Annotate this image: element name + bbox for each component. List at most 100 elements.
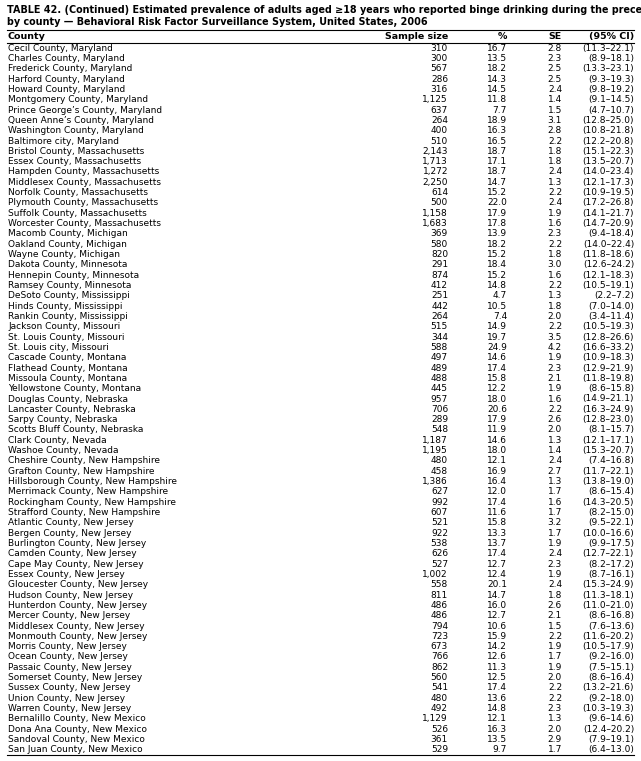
Text: 13.6: 13.6 [487,694,507,702]
Text: 13.9: 13.9 [487,229,507,238]
Text: 18.9: 18.9 [487,116,507,125]
Text: 24.9: 24.9 [487,343,507,352]
Text: 2.6: 2.6 [548,416,562,424]
Text: Frederick County, Maryland: Frederick County, Maryland [8,64,133,73]
Text: (7.9–19.1): (7.9–19.1) [588,735,634,744]
Text: 1.7: 1.7 [547,529,562,537]
Text: 17.4: 17.4 [487,498,507,507]
Text: 458: 458 [431,466,448,476]
Text: (13.2–21.6): (13.2–21.6) [583,683,634,693]
Text: 20.6: 20.6 [487,405,507,414]
Text: 1.7: 1.7 [547,487,562,496]
Text: 811: 811 [431,591,448,600]
Text: 580: 580 [431,240,448,249]
Text: Grafton County, New Hampshire: Grafton County, New Hampshire [8,466,154,476]
Text: 862: 862 [431,663,448,672]
Text: (12.8–26.6): (12.8–26.6) [583,333,634,342]
Text: 1,272: 1,272 [422,167,448,177]
Text: 2.4: 2.4 [548,549,562,559]
Text: 2.3: 2.3 [548,364,562,373]
Text: (12.8–23.0): (12.8–23.0) [583,416,634,424]
Text: 1,002: 1,002 [422,570,448,579]
Text: 11.8: 11.8 [487,95,507,104]
Text: 2.2: 2.2 [548,281,562,290]
Text: Ramsey County, Minnesota: Ramsey County, Minnesota [8,281,131,290]
Text: (3.4–11.4): (3.4–11.4) [588,312,634,321]
Text: (9.6–14.6): (9.6–14.6) [588,715,634,724]
Text: St. Louis County, Missouri: St. Louis County, Missouri [8,333,124,342]
Text: 12.0: 12.0 [487,487,507,496]
Text: (12.1–17.1): (12.1–17.1) [583,436,634,444]
Text: TABLE 42. (Continued) Estimated prevalence of adults aged ≥18 years who reported: TABLE 42. (Continued) Estimated prevalen… [7,5,641,15]
Text: 16.3: 16.3 [487,126,507,135]
Text: 2.1: 2.1 [548,374,562,383]
Text: SE: SE [549,32,562,41]
Text: Middlesex County, Massachusetts: Middlesex County, Massachusetts [8,178,161,186]
Text: 567: 567 [431,64,448,73]
Text: Washington County, Maryland: Washington County, Maryland [8,126,144,135]
Text: 12.2: 12.2 [487,384,507,393]
Text: 7.7: 7.7 [493,106,507,115]
Text: Missoula County, Montana: Missoula County, Montana [8,374,127,383]
Text: 16.7: 16.7 [487,43,507,53]
Text: 316: 316 [431,85,448,94]
Text: 442: 442 [431,301,448,310]
Text: 4.2: 4.2 [548,343,562,352]
Text: (9.8–19.2): (9.8–19.2) [588,85,634,94]
Text: 492: 492 [431,704,448,713]
Text: Rockingham County, New Hampshire: Rockingham County, New Hampshire [8,498,176,507]
Text: (10.5–19.1): (10.5–19.1) [582,281,634,290]
Text: 1.5: 1.5 [547,622,562,631]
Text: (8.2–17.2): (8.2–17.2) [588,559,634,568]
Text: 1.3: 1.3 [547,436,562,444]
Text: 874: 874 [431,271,448,280]
Text: 1.6: 1.6 [547,219,562,228]
Text: 2.2: 2.2 [548,322,562,331]
Text: 17.4: 17.4 [487,683,507,693]
Text: 500: 500 [431,199,448,208]
Text: Howard County, Maryland: Howard County, Maryland [8,85,125,94]
Text: 1.3: 1.3 [547,178,562,186]
Text: 820: 820 [431,250,448,259]
Text: Merrimack County, New Hampshire: Merrimack County, New Hampshire [8,487,168,496]
Text: (11.3–22.1): (11.3–22.1) [583,43,634,53]
Text: 14.7: 14.7 [487,591,507,600]
Text: 1,195: 1,195 [422,446,448,455]
Text: Hinds County, Mississippi: Hinds County, Mississippi [8,301,122,310]
Text: Cascade County, Montana: Cascade County, Montana [8,353,126,362]
Text: 15.8: 15.8 [487,518,507,527]
Text: Camden County, New Jersey: Camden County, New Jersey [8,549,137,559]
Text: (7.5–15.1): (7.5–15.1) [588,663,634,672]
Text: 14.9: 14.9 [487,322,507,331]
Text: (11.6–20.2): (11.6–20.2) [583,632,634,641]
Text: 2.1: 2.1 [548,611,562,620]
Text: (4.7–10.7): (4.7–10.7) [588,106,634,115]
Text: Dona Ana County, New Mexico: Dona Ana County, New Mexico [8,724,147,734]
Text: (10.5–19.3): (10.5–19.3) [582,322,634,331]
Text: 2,143: 2,143 [422,147,448,156]
Text: (14.0–22.4): (14.0–22.4) [583,240,634,249]
Text: 2.0: 2.0 [548,724,562,734]
Text: 1,386: 1,386 [422,477,448,486]
Text: 558: 558 [431,580,448,589]
Text: 310: 310 [431,43,448,53]
Text: Monmouth County, New Jersey: Monmouth County, New Jersey [8,632,147,641]
Text: 527: 527 [431,559,448,568]
Text: (8.6–15.8): (8.6–15.8) [588,384,634,393]
Text: 2.0: 2.0 [548,312,562,321]
Text: Cheshire County, New Hampshire: Cheshire County, New Hampshire [8,457,160,466]
Text: 18.2: 18.2 [487,64,507,73]
Text: (11.0–21.0): (11.0–21.0) [583,601,634,610]
Text: Mercer County, New Jersey: Mercer County, New Jersey [8,611,130,620]
Text: St. Louis city, Missouri: St. Louis city, Missouri [8,343,109,352]
Text: 18.2: 18.2 [487,240,507,249]
Text: 14.6: 14.6 [487,353,507,362]
Text: Prince George’s County, Maryland: Prince George’s County, Maryland [8,106,162,115]
Text: (8.6–16.4): (8.6–16.4) [588,673,634,682]
Text: 1,683: 1,683 [422,219,448,228]
Text: 18.4: 18.4 [487,260,507,269]
Text: (9.2–18.0): (9.2–18.0) [588,694,634,702]
Text: (16.6–33.2): (16.6–33.2) [583,343,634,352]
Text: 548: 548 [431,425,448,435]
Text: (7.6–13.6): (7.6–13.6) [588,622,634,631]
